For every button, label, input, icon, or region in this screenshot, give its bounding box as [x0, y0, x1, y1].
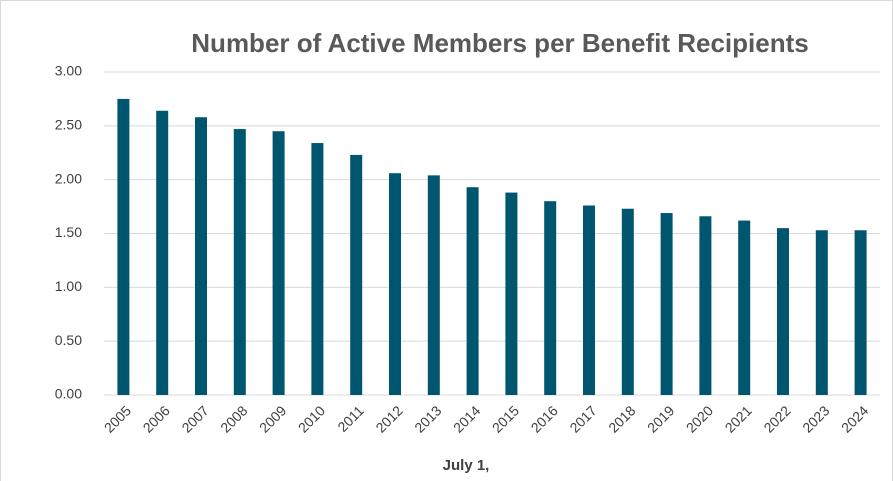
x-tick-label: 2012	[372, 402, 405, 435]
x-tick-label: 2018	[605, 402, 638, 435]
bar	[505, 192, 518, 395]
x-tick-label: 2023	[799, 402, 832, 435]
bar	[427, 175, 440, 395]
x-tick-label: 2009	[256, 402, 289, 435]
x-tick-label: 2024	[838, 402, 871, 435]
bar	[389, 173, 401, 395]
x-tick-label: 2008	[217, 402, 250, 435]
bar	[466, 187, 479, 395]
bar	[544, 201, 557, 395]
bar	[854, 230, 867, 395]
x-tick-label: 2006	[140, 402, 173, 435]
bar	[738, 220, 751, 395]
bar	[117, 98, 130, 396]
bar	[233, 129, 246, 395]
chart-title: Number of Active Members per Benefit Rec…	[191, 28, 808, 58]
y-tick-label: 2.50	[55, 117, 82, 133]
x-axis-label: July 1,	[443, 457, 490, 474]
bar	[272, 131, 285, 395]
y-tick-label: 0.50	[55, 332, 82, 348]
bar	[195, 117, 207, 395]
x-tick-label: 2011	[334, 402, 367, 435]
x-tick-label: 2020	[683, 402, 716, 435]
y-tick-label: 3.00	[55, 63, 82, 79]
x-tick-label: 2016	[528, 402, 561, 435]
x-tick-label: 2010	[295, 402, 328, 435]
bar	[311, 143, 324, 395]
bar	[350, 154, 363, 395]
x-tick-label: 2005	[101, 402, 134, 435]
y-tick-label: 1.50	[55, 224, 82, 240]
x-tick-label: 2017	[566, 402, 599, 435]
y-tick-label: 2.00	[55, 170, 82, 186]
bar	[583, 205, 595, 395]
bar	[699, 216, 712, 395]
y-tick-label: 1.00	[55, 278, 82, 294]
x-tick-label: 2007	[178, 402, 211, 435]
x-tick-label: 2013	[411, 402, 444, 435]
x-tick-label: 2022	[760, 402, 793, 435]
x-tick-label: 2021	[722, 402, 755, 435]
x-tick-label: 2014	[450, 402, 483, 435]
bar	[660, 213, 673, 395]
y-tick-label: 0.00	[55, 386, 82, 402]
bar	[156, 110, 169, 395]
bar	[815, 230, 828, 395]
bar	[777, 228, 789, 395]
x-tick-label: 2019	[644, 402, 677, 435]
bar	[621, 208, 634, 395]
x-tick-label: 2015	[489, 402, 522, 435]
